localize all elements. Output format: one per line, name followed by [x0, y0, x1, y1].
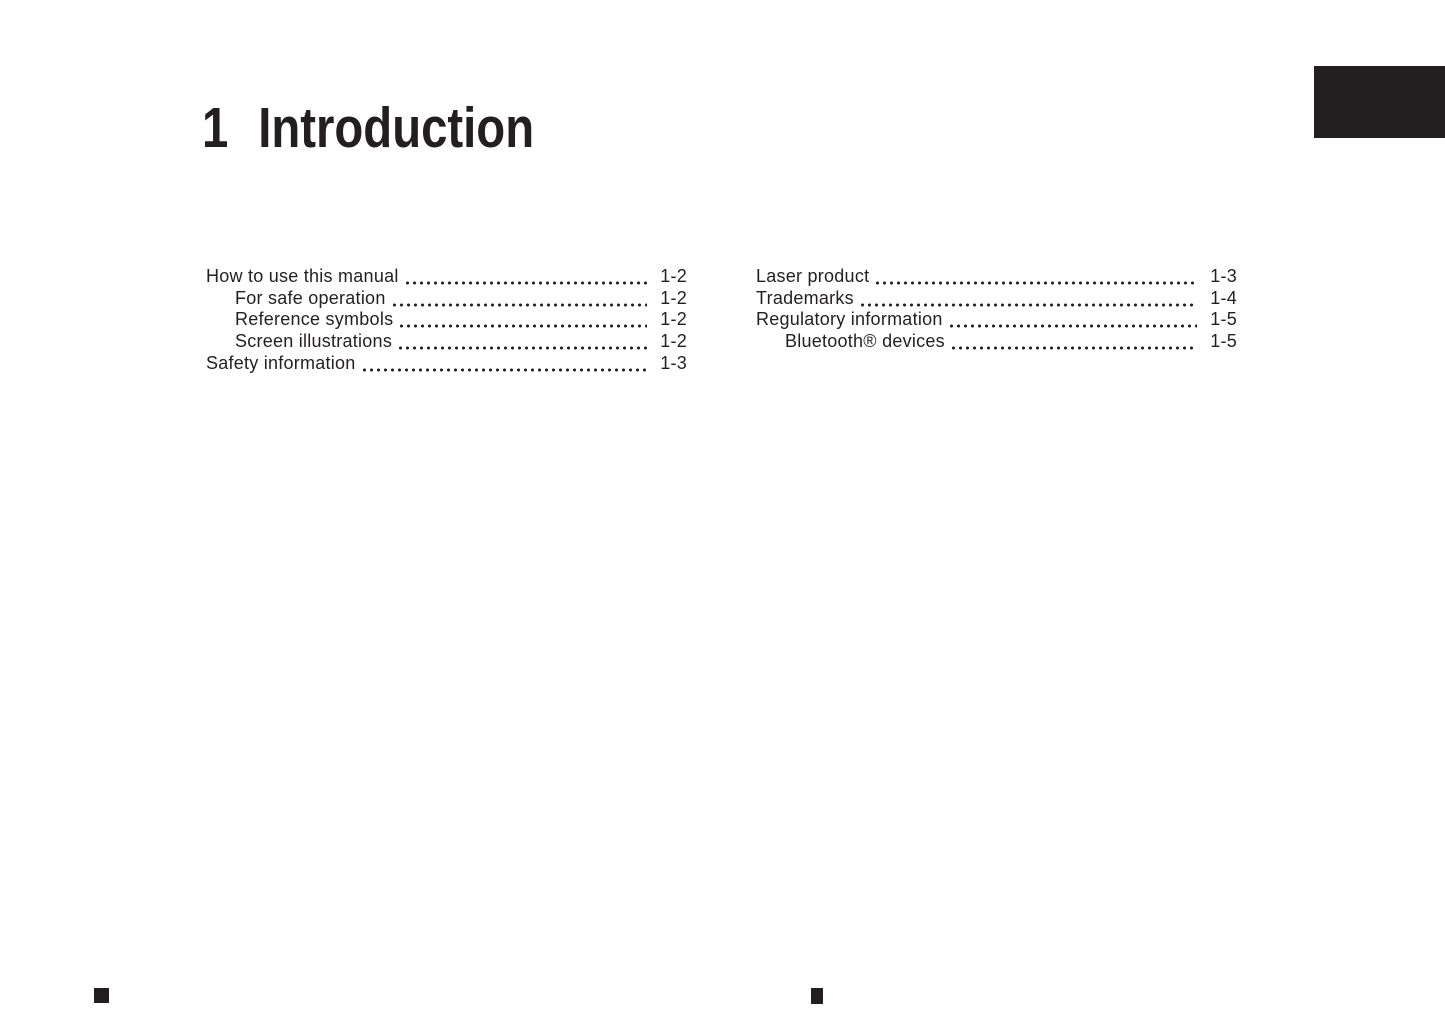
dot-leader	[397, 345, 647, 350]
dot-leader	[947, 324, 1197, 329]
toc-column-right: Laser product 1-3 Trademarks 1-4 Regulat…	[756, 266, 1237, 374]
dot-leader	[390, 302, 647, 307]
toc-entry-page: 1-5	[1210, 330, 1237, 351]
toc-entry: Regulatory information 1-5	[756, 309, 1237, 331]
dot-leader	[874, 281, 1197, 286]
chapter-tab-marker	[1314, 66, 1445, 138]
print-registration-mark	[94, 988, 109, 1003]
chapter-heading: 1 Introduction	[202, 100, 534, 157]
toc-entry: Laser product 1-3	[756, 266, 1237, 288]
toc-entry: Trademarks 1-4	[756, 288, 1237, 310]
dot-leader	[858, 302, 1197, 307]
toc-entry-page: 1-2	[660, 287, 687, 308]
toc-entry: Bluetooth® devices 1-5	[756, 331, 1237, 353]
toc-entry-page: 1-2	[660, 266, 687, 286]
toc-entry-page: 1-4	[1210, 287, 1237, 308]
toc-entry: Safety information 1-3	[206, 353, 687, 375]
toc-entry-page: 1-2	[660, 330, 687, 351]
toc-entry: Screen illustrations 1-2	[206, 331, 687, 353]
toc-entry-label: Reference symbols	[235, 309, 394, 330]
dot-leader	[398, 324, 647, 329]
chapter-number: 1	[202, 96, 229, 161]
dot-leader	[360, 367, 647, 372]
toc-entry: How to use this manual 1-2	[206, 266, 687, 288]
toc-entry-label: For safe operation	[235, 287, 386, 308]
toc-entry-label: Bluetooth® devices	[785, 330, 945, 351]
toc-entry-page: 1-2	[660, 309, 687, 330]
chapter-title-text: Introduction	[258, 96, 535, 161]
dot-leader	[949, 345, 1197, 350]
toc-entry: For safe operation 1-2	[206, 288, 687, 310]
toc-entry-label: Regulatory information	[756, 309, 943, 330]
dot-leader	[403, 281, 647, 286]
table-of-contents: How to use this manual 1-2 For safe oper…	[206, 266, 1237, 374]
toc-entry-page: 1-5	[1210, 309, 1237, 330]
toc-entry-label: Trademarks	[756, 287, 854, 308]
toc-entry-label: Screen illustrations	[235, 330, 393, 351]
print-registration-mark	[811, 988, 823, 1004]
toc-entry-page: 1-3	[660, 352, 687, 373]
toc-entry-label: Laser product	[756, 266, 870, 286]
toc-entry-label: Safety information	[206, 352, 356, 373]
toc-entry-label: How to use this manual	[206, 266, 399, 286]
toc-entry-page: 1-3	[1210, 266, 1237, 286]
toc-column-left: How to use this manual 1-2 For safe oper…	[206, 266, 687, 374]
toc-entry: Reference symbols 1-2	[206, 309, 687, 331]
